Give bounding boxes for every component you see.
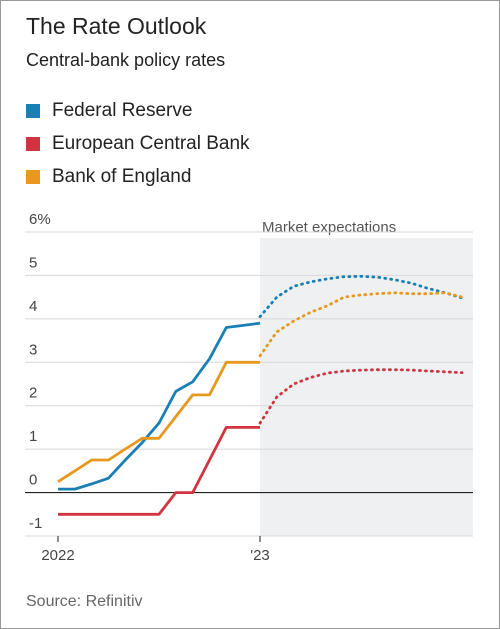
expected-line	[258, 368, 464, 425]
line	[58, 321, 261, 491]
y-tick-label: -1	[29, 515, 42, 532]
y-tick-label: 2	[29, 385, 37, 402]
legend-label: Federal Reserve	[52, 100, 192, 121]
expected-line	[258, 274, 464, 319]
y-tick-label: 6%	[29, 211, 51, 228]
chart-subtitle: Central-bank policy rates	[26, 50, 225, 70]
expectation-region	[260, 238, 473, 536]
chart-title: The Rate Outlook	[26, 13, 207, 39]
y-tick-label: 0	[29, 472, 37, 489]
line	[58, 426, 260, 516]
line	[57, 360, 260, 483]
legend-swatch	[26, 104, 40, 118]
expected-line	[258, 291, 464, 358]
legend-label: Bank of England	[52, 166, 191, 187]
y-tick-label: 5	[29, 254, 37, 271]
y-tick-label: 3	[29, 341, 37, 358]
source: Source: Refinitiv	[26, 593, 143, 610]
x-tick-label: 2022	[41, 547, 74, 564]
annotation: Market expectations	[262, 219, 396, 236]
legend-label: European Central Bank	[52, 133, 250, 154]
legend-swatch	[26, 170, 40, 184]
legend-swatch	[26, 137, 40, 151]
y-tick-label: 4	[29, 298, 37, 315]
y-tick-label: 1	[29, 428, 37, 445]
x-tick-label: '23	[250, 547, 270, 564]
